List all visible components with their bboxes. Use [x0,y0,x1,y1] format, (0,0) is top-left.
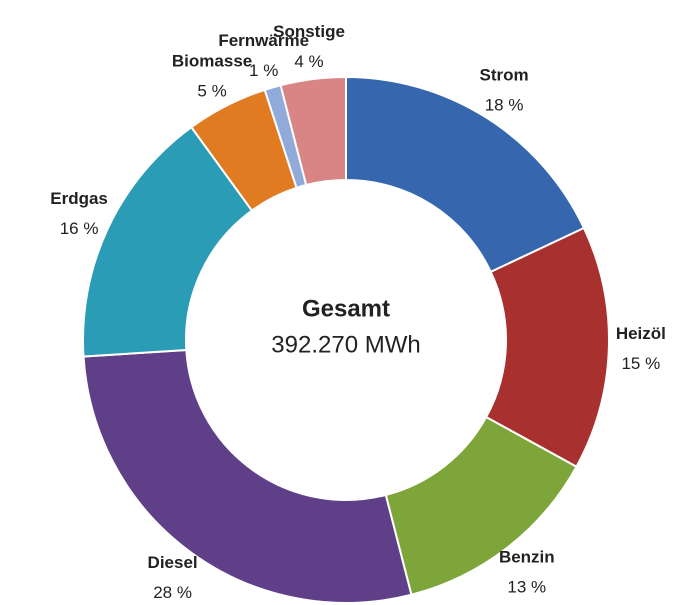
slice-value-label: 4 % [294,52,323,71]
slice-name: Diesel [148,553,198,572]
slice [279,75,347,187]
slice-name: Benzin [499,548,555,567]
slice-value-label: 5 % [197,82,226,101]
slice-value-label: 13 % [507,578,546,597]
slice-name: Sonstige [273,22,345,41]
slice [345,75,586,274]
center-value: 392.270 MWh [271,331,420,358]
slice-name: Strom [480,65,529,84]
slice [82,348,413,604]
slice-value-label: 16 % [60,219,99,238]
slice-value-label: 18 % [485,95,524,114]
slice-value-label: 28 % [153,583,192,602]
slice-value-label: 15 % [621,354,660,373]
slice-value-label: 1 % [249,61,278,80]
center-title: Gesamt [302,295,390,322]
slice-name: Erdgas [50,189,108,208]
slice-name: Fernwärme [218,31,309,50]
slice-name: Heizöl [616,324,666,343]
slice-name: Biomasse [172,52,252,71]
